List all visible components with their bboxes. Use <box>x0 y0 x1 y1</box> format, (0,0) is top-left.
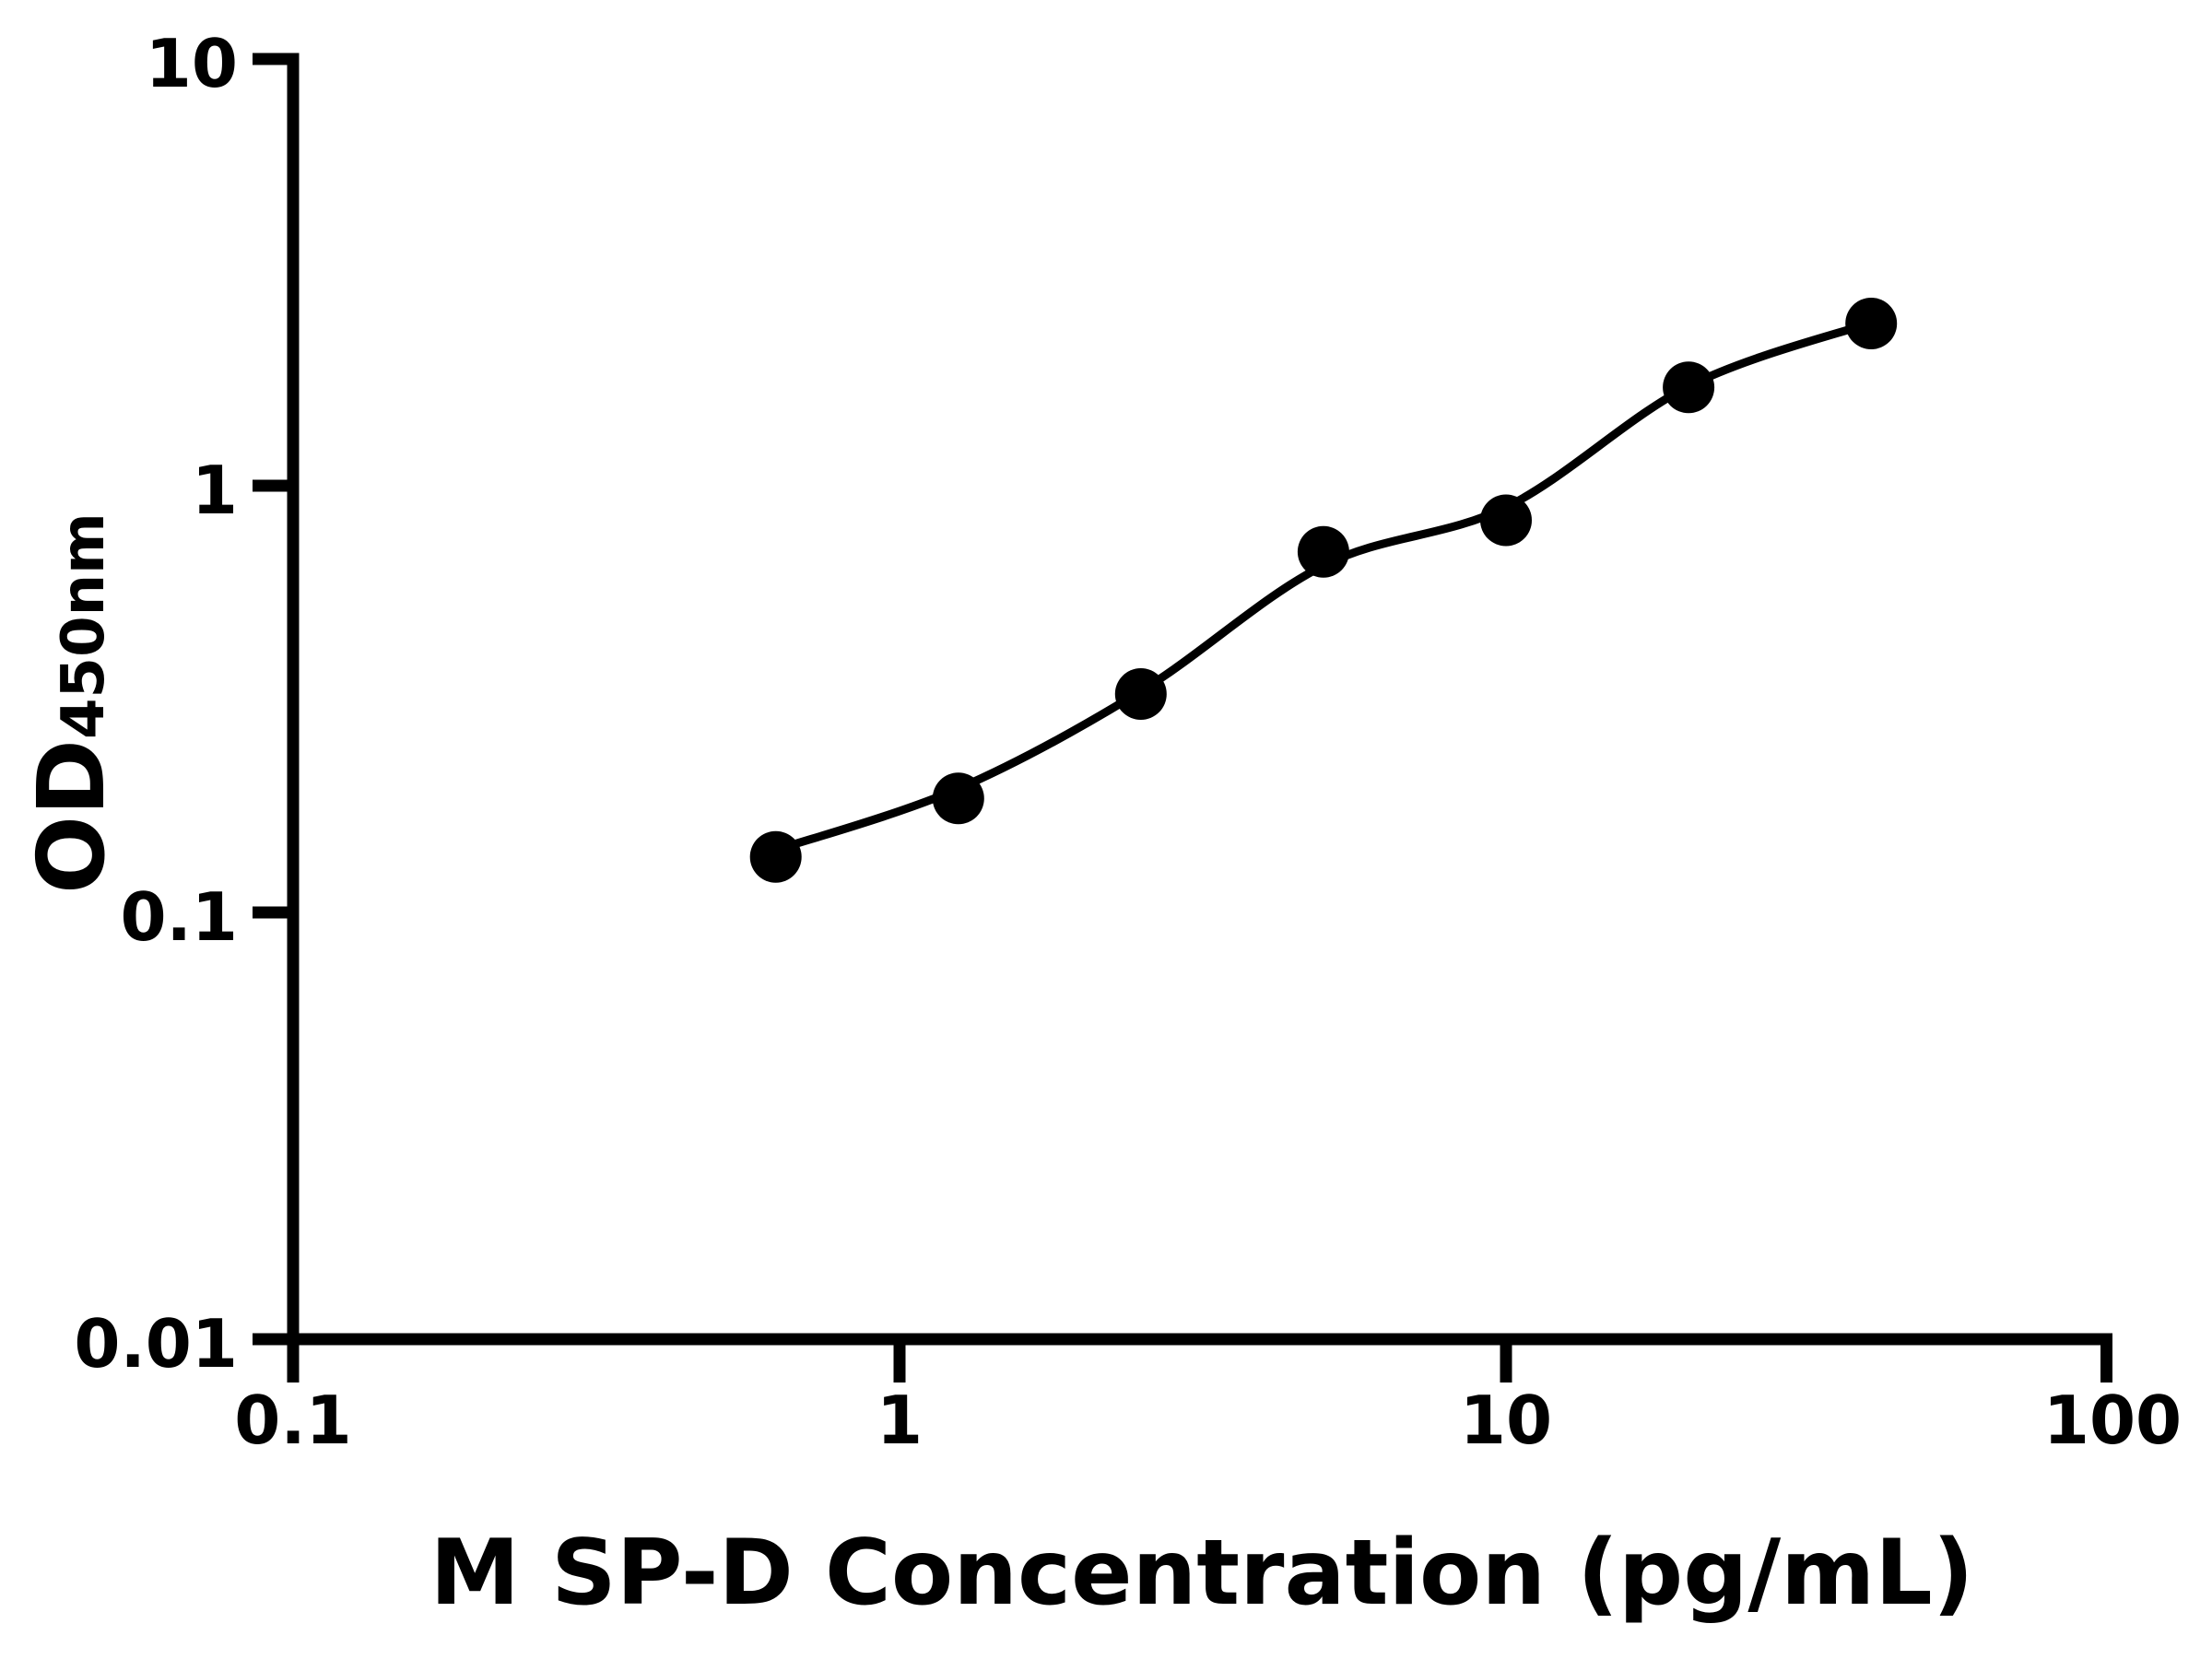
data-point <box>1480 494 1532 547</box>
y-axis-tick-labels: 10 1 0.1 0.01 <box>74 25 238 1382</box>
y-tick-label: 10 <box>146 25 238 102</box>
axis-frame <box>253 53 2112 1346</box>
y-tick-label: 0.1 <box>120 878 238 956</box>
x-axis-title: M SP-D Concentration (pg/mL) <box>430 1521 1974 1626</box>
x-tick-label: 100 <box>2043 1382 2182 1459</box>
data-points <box>749 298 1898 883</box>
y-axis-ticks <box>253 53 293 1346</box>
data-point <box>1845 298 1898 349</box>
data-point <box>932 772 984 825</box>
x-tick-label: 1 <box>877 1382 923 1459</box>
x-tick-label: 10 <box>1460 1382 1552 1459</box>
data-point <box>749 830 802 883</box>
data-point <box>1663 361 1715 414</box>
y-axis-title-main: OD <box>18 739 125 894</box>
x-axis-tick-labels: 0.1 1 10 100 <box>234 1382 2182 1459</box>
data-point <box>1114 668 1167 720</box>
y-axis-title-sub: 450nm <box>50 512 118 739</box>
data-point <box>1297 525 1349 578</box>
x-axis-ticks <box>287 1339 2112 1382</box>
y-tick-label: 0.01 <box>74 1305 238 1382</box>
x-tick-label: 0.1 <box>234 1382 352 1459</box>
y-axis-title: OD450nm <box>18 512 125 894</box>
y-tick-label: 1 <box>192 452 238 529</box>
